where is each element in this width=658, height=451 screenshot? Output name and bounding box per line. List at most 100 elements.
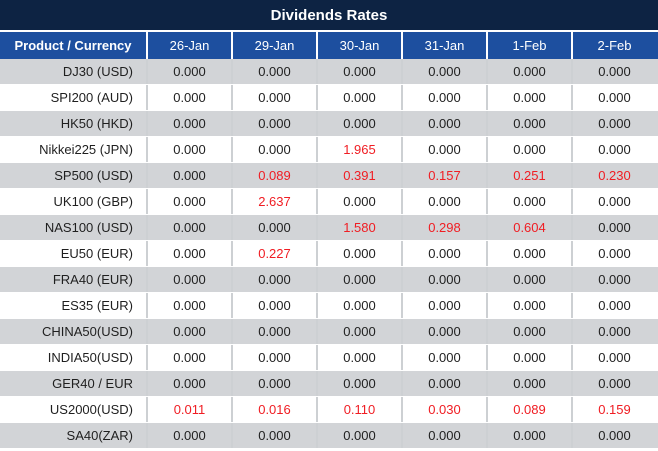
product-label: CHINA50(USD) <box>0 319 148 344</box>
product-label: SA40(ZAR) <box>0 423 148 448</box>
rate-value-cell: 0.000 <box>318 111 403 136</box>
product-currency-column-header: Product / Currency <box>0 32 148 59</box>
rate-value-cell: 0.000 <box>318 59 403 84</box>
product-label: GER40 / EUR <box>0 371 148 396</box>
product-label: SP500 (USD) <box>0 163 148 188</box>
rate-value-cell: 0.000 <box>318 319 403 344</box>
rate-value-cell: 0.000 <box>318 267 403 292</box>
date-column-header: 2-Feb <box>597 38 632 53</box>
product-label: UK100 (GBP) <box>0 189 148 214</box>
date-column-header: 26-Jan <box>148 32 233 59</box>
table-header-row: Product / Currency 26-Jan 29-Jan 30-Jan 31-… <box>0 32 658 59</box>
table-row: SP500 (USD) 0.000 0.089 0.391 0.157 0.251 0.23… <box>0 163 658 189</box>
rate-value-cell: 0.000 <box>598 428 631 443</box>
date-column-header: 30-Jan <box>318 32 403 59</box>
rate-value-cell: 0.000 <box>148 319 233 344</box>
product-label: FRA40 (EUR) <box>0 267 148 292</box>
rate-value-cell: 0.000 <box>488 345 573 370</box>
rate-value-cell: 0.000 <box>598 220 631 235</box>
rate-value-cell: 0.089 <box>233 163 318 188</box>
rate-value-cell: 0.000 <box>403 293 488 318</box>
rate-value-cell: 0.016 <box>233 397 318 422</box>
rate-value-cell: 1.580 <box>318 215 403 240</box>
rate-value-cell: 0.000 <box>148 267 233 292</box>
rate-value-cell: 0.000 <box>148 241 233 266</box>
rate-value-cell: 0.251 <box>488 163 573 188</box>
rate-value-cell: 0.000 <box>233 293 318 318</box>
rate-value-cell: 0.298 <box>403 215 488 240</box>
product-label: DJ30 (USD) <box>0 59 148 84</box>
rate-value-cell: 0.000 <box>233 319 318 344</box>
rate-value-cell: 0.000 <box>488 319 573 344</box>
table-row: Nikkei225 (JPN) 0.000 0.000 1.965 0.000 0.000… <box>0 137 658 163</box>
table-row: GER40 / EUR 0.000 0.000 0.000 0.000 0.000 0.00… <box>0 371 658 397</box>
rate-value-cell: 0.000 <box>148 293 233 318</box>
rate-value-cell: 0.000 <box>233 371 318 396</box>
rate-value-cell: 0.000 <box>233 111 318 136</box>
rate-value-cell: 0.000 <box>318 241 403 266</box>
product-label: INDIA50(USD) <box>0 345 148 370</box>
table-row: SPI200 (AUD) 0.000 0.000 0.000 0.000 0.000 0.0… <box>0 85 658 111</box>
date-column-header: 1-Feb <box>488 32 573 59</box>
rate-value-cell: 0.000 <box>318 423 403 448</box>
rate-value-cell: 0.000 <box>148 189 233 214</box>
table-row: CHINA50(USD) 0.000 0.000 0.000 0.000 0.000 0.0… <box>0 319 658 345</box>
table-row: SA40(ZAR) 0.000 0.000 0.000 0.000 0.000 0.000 <box>0 423 658 449</box>
rate-value-cell: 0.000 <box>318 293 403 318</box>
table-row: NAS100 (USD) 0.000 0.000 1.580 0.298 0.604 0.0… <box>0 215 658 241</box>
table-row: INDIA50(USD) 0.000 0.000 0.000 0.000 0.000 0.0… <box>0 345 658 371</box>
rate-value-cell: 0.000 <box>148 215 233 240</box>
rate-value-cell: 0.000 <box>148 137 233 162</box>
rate-value-cell: 0.000 <box>488 241 573 266</box>
date-column-header: 31-Jan <box>403 32 488 59</box>
rate-value-cell: 0.157 <box>403 163 488 188</box>
table-row: ES35 (EUR) 0.000 0.000 0.000 0.000 0.000 0.000 <box>0 293 658 319</box>
rate-value-cell: 0.000 <box>403 85 488 110</box>
rate-value-cell: 0.000 <box>148 111 233 136</box>
rate-value-cell: 0.000 <box>148 59 233 84</box>
table-row: DJ30 (USD) 0.000 0.000 0.000 0.000 0.000 0.000 <box>0 59 658 85</box>
rate-value-cell: 0.604 <box>488 215 573 240</box>
rate-value-cell: 0.000 <box>488 137 573 162</box>
rate-value-cell: 0.000 <box>488 371 573 396</box>
product-label: NAS100 (USD) <box>0 215 148 240</box>
rate-value-cell: 0.227 <box>233 241 318 266</box>
product-label: SPI200 (AUD) <box>0 85 148 110</box>
rate-value-cell: 0.000 <box>233 59 318 84</box>
rate-value-cell: 0.000 <box>403 319 488 344</box>
rate-value-cell: 0.000 <box>488 85 573 110</box>
rate-value-cell: 0.000 <box>403 241 488 266</box>
rate-value-cell: 0.000 <box>148 85 233 110</box>
product-label: ES35 (EUR) <box>0 293 148 318</box>
rate-value-cell: 0.000 <box>403 137 488 162</box>
product-label: Nikkei225 (JPN) <box>0 137 148 162</box>
rate-value-cell: 0.000 <box>488 293 573 318</box>
rate-value-cell: 0.000 <box>148 163 233 188</box>
rate-value-cell: 0.000 <box>488 423 573 448</box>
rate-value-cell: 0.000 <box>403 371 488 396</box>
rate-value-cell: 0.000 <box>318 189 403 214</box>
rate-value-cell: 0.011 <box>148 397 233 422</box>
date-column-header: 29-Jan <box>233 32 318 59</box>
rate-value-cell: 0.000 <box>598 142 631 157</box>
product-label: EU50 (EUR) <box>0 241 148 266</box>
rate-value-cell: 0.000 <box>403 267 488 292</box>
product-label: HK50 (HKD) <box>0 111 148 136</box>
rate-value-cell: 0.000 <box>318 371 403 396</box>
rate-value-cell: 0.000 <box>488 267 573 292</box>
rate-value-cell: 0.000 <box>233 85 318 110</box>
rate-value-cell: 0.000 <box>233 215 318 240</box>
rate-value-cell: 0.000 <box>598 194 631 209</box>
rate-value-cell: 0.000 <box>598 116 631 131</box>
rate-value-cell: 0.000 <box>233 267 318 292</box>
panel-title-bar: Dividends Rates <box>0 0 658 32</box>
rate-value-cell: 0.000 <box>598 350 631 365</box>
rate-value-cell: 0.000 <box>598 246 631 261</box>
panel-title: Dividends Rates <box>270 6 388 24</box>
rate-value-cell: 0.000 <box>318 345 403 370</box>
rate-value-cell: 0.000 <box>233 137 318 162</box>
rate-value-cell: 0.000 <box>148 345 233 370</box>
rate-value-cell: 0.000 <box>598 272 631 287</box>
rate-value-cell: 0.000 <box>318 85 403 110</box>
